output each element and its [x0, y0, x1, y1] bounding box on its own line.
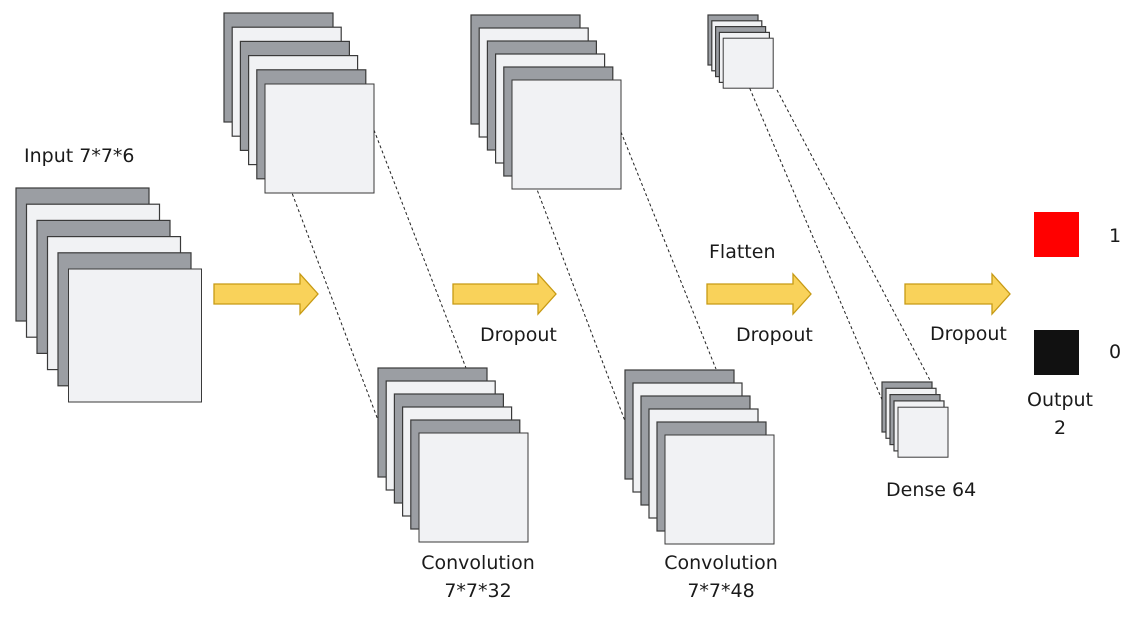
- conv1-top-stack: [223, 12, 375, 194]
- feature-map-front: [68, 268, 202, 403]
- output-name-label: Output: [1027, 389, 1093, 411]
- flow-arrow: [904, 272, 1011, 316]
- pool-stack: [707, 14, 774, 89]
- dashed-projection-line: [620, 131, 717, 370]
- feature-map-front: [897, 406, 949, 458]
- dropout-label-1: Dropout: [480, 324, 557, 346]
- feature-map-front: [511, 79, 622, 190]
- conv2-name-label: Convolution: [664, 552, 778, 574]
- feature-map-front: [264, 83, 375, 194]
- dense-stack: [881, 381, 949, 458]
- dashed-projection-line: [738, 62, 884, 403]
- output-square-class-0: [1034, 330, 1079, 375]
- conv2-bottom-stack: [624, 369, 775, 545]
- conv2-top-stack: [470, 14, 622, 190]
- dense-label: Dense 64: [886, 479, 977, 501]
- layer-stacks: [15, 12, 949, 545]
- output-units: [1034, 212, 1079, 375]
- flow-arrow: [213, 272, 319, 316]
- dropout-label-3: Dropout: [930, 323, 1007, 345]
- dashed-projection-line: [373, 129, 467, 369]
- feature-map-front: [722, 37, 774, 89]
- dashed-projection-line: [776, 89, 933, 385]
- flow-arrows: [213, 272, 1011, 316]
- conv2-dims-label: 7*7*48: [687, 580, 755, 602]
- projection-lines: [266, 62, 933, 422]
- input-label: Input 7*7*6: [24, 145, 135, 167]
- flow-arrow: [452, 272, 557, 316]
- class-0-label: 0: [1109, 341, 1122, 363]
- flatten-label: Flatten: [709, 241, 776, 263]
- conv1-dims-label: 7*7*32: [444, 580, 512, 602]
- output-square-class-1: [1034, 212, 1079, 257]
- feature-map-front: [664, 434, 775, 545]
- conv1-name-label: Convolution: [421, 552, 535, 574]
- output-count-label: 2: [1053, 417, 1067, 439]
- class-1-label: 1: [1109, 225, 1122, 247]
- flow-arrow: [706, 272, 812, 316]
- conv1-bottom-stack: [377, 367, 529, 543]
- dropout-label-2: Dropout: [736, 324, 813, 346]
- feature-map-front: [418, 432, 529, 543]
- input-stack: [15, 187, 202, 403]
